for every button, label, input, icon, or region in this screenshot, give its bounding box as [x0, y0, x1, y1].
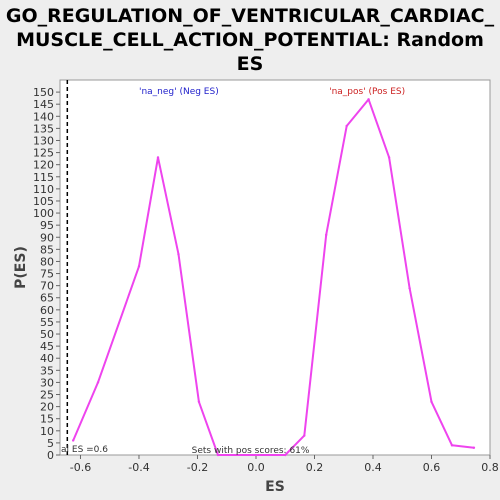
- y-tick-label: 80: [40, 255, 54, 268]
- y-tick-label: 145: [33, 98, 54, 111]
- pos-es-annotation: 'na_pos' (Pos ES): [329, 87, 405, 97]
- y-tick-label: 55: [40, 316, 54, 329]
- y-tick-label: 115: [33, 171, 54, 184]
- data-point: [137, 265, 141, 268]
- y-tick-label: 60: [40, 304, 54, 317]
- y-tick-label: 120: [33, 159, 54, 172]
- y-tick-label: 20: [40, 401, 54, 414]
- y-tick-label: 0: [47, 449, 54, 462]
- y-tick-label: 5: [47, 437, 54, 450]
- data-point: [408, 286, 411, 290]
- x-axis: -0.6 -0.4 -0.2 0.0 0.2 0.4 0.6 0.8: [70, 455, 499, 474]
- y-tick-label: 75: [40, 268, 54, 281]
- y-tick-label: 50: [40, 328, 54, 341]
- x-tick-label: 0.2: [306, 461, 324, 474]
- data-point: [96, 381, 100, 384]
- x-tick-label: -0.6: [70, 461, 91, 474]
- y-axis: 0510152025303540455055606570758085909510…: [33, 86, 60, 462]
- data-point: [177, 252, 180, 256]
- y-tick-label: 100: [33, 207, 54, 220]
- x-tick-label: -0.4: [128, 461, 149, 474]
- data-point: [303, 434, 306, 437]
- y-axis-label: P(ES): [13, 246, 29, 289]
- y-tick-label: 15: [40, 413, 54, 426]
- data-point: [472, 446, 476, 449]
- y-tick-label: 110: [33, 183, 54, 196]
- x-tick-label: -0.2: [187, 461, 208, 474]
- y-tick-label: 90: [40, 231, 54, 244]
- x-tick-label: 0.0: [247, 461, 265, 474]
- y-tick-label: 10: [40, 425, 54, 438]
- observed-es-label: al ES =0.6: [61, 445, 108, 455]
- data-point: [216, 453, 220, 457]
- y-tick-label: 125: [33, 147, 54, 160]
- y-tick-label: 30: [40, 376, 54, 389]
- y-tick-label: 85: [40, 243, 54, 256]
- x-tick-label: 0.6: [423, 461, 441, 474]
- neg-es-annotation: 'na_neg' (Neg ES): [139, 87, 219, 97]
- data-point: [450, 444, 454, 447]
- data-point: [71, 439, 75, 442]
- y-tick-label: 140: [33, 110, 54, 123]
- data-point: [367, 98, 370, 101]
- y-tick-label: 135: [33, 122, 54, 135]
- x-axis-label: ES: [265, 479, 285, 495]
- y-tick-label: 40: [40, 352, 54, 365]
- y-tick-label: 130: [33, 134, 54, 147]
- data-point: [387, 156, 391, 159]
- x-tick-label: 0.8: [481, 461, 499, 474]
- y-tick-label: 70: [40, 280, 54, 293]
- x-tick-label: 0.4: [364, 461, 382, 474]
- data-point: [324, 233, 328, 237]
- y-tick-label: 65: [40, 292, 54, 305]
- y-tick-label: 45: [40, 340, 54, 353]
- data-point: [156, 156, 160, 159]
- data-point: [197, 400, 201, 403]
- data-point: [345, 124, 348, 128]
- y-tick-label: 105: [33, 195, 54, 208]
- y-tick-label: 150: [33, 86, 54, 99]
- data-point: [284, 453, 287, 457]
- plot-area: [59, 79, 491, 456]
- data-point: [430, 400, 433, 403]
- chart-title: GO_REGULATION_OF_VENTRICULAR_CARDIAC_ MU…: [5, 5, 495, 99]
- y-tick-label: 35: [40, 364, 54, 377]
- pos-scores-annotation: Sets with pos scores: 61%: [192, 446, 310, 456]
- y-tick-label: 25: [40, 389, 54, 402]
- y-tick-label: 95: [40, 219, 54, 232]
- series-layer: [71, 98, 476, 457]
